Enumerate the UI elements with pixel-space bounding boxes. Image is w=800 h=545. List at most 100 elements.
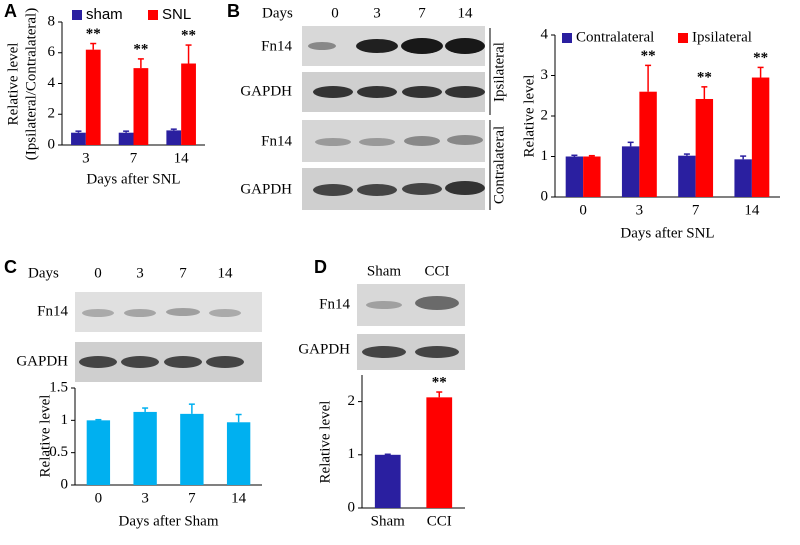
blot: [75, 292, 262, 382]
bar: [85, 49, 101, 145]
legend-label: sham: [86, 6, 123, 23]
bar: [734, 159, 752, 197]
legend-label: Ipsilateral: [692, 29, 752, 45]
y-tick-label: 4: [541, 26, 549, 42]
significance: **: [641, 48, 656, 64]
bar: [639, 91, 657, 197]
x-tick-label: 7: [188, 490, 196, 506]
legend-swatch: [562, 33, 572, 43]
legend-swatch: [678, 33, 688, 43]
significance: **: [86, 26, 101, 42]
bar: [565, 156, 584, 197]
legend-label: SNL: [162, 6, 191, 23]
lane-label: 7: [179, 265, 187, 281]
x-tick-label: 14: [174, 150, 190, 166]
y-axis-label: Relative level: [37, 395, 53, 478]
bar: [86, 420, 111, 485]
panel-label: A: [4, 1, 17, 21]
row-label: Fn14: [261, 38, 292, 54]
y-tick-label: 1: [541, 148, 549, 164]
lane-label: CCI: [424, 263, 449, 279]
row-label: GAPDH: [240, 83, 292, 99]
significance: **: [697, 69, 712, 85]
x-tick-label: 14: [744, 202, 760, 218]
legend-label: Contralateral: [576, 29, 654, 45]
bar: [133, 68, 149, 145]
bar: [180, 413, 204, 485]
x-tick-label: 7: [130, 150, 138, 166]
y-tick-label: 0.5: [49, 444, 68, 460]
blot: [302, 26, 491, 210]
row-label: Fn14: [319, 296, 350, 312]
significance: **: [432, 374, 447, 390]
group-label: Contralateral: [491, 126, 507, 204]
bar: [71, 132, 86, 145]
x-tick-label: 0: [579, 202, 587, 218]
y-tick-label: 2: [48, 106, 56, 122]
y-tick-label: 1: [348, 446, 356, 462]
lane-label: Sham: [367, 263, 402, 279]
lane-label: 0: [331, 5, 339, 21]
lane-label: 3: [136, 265, 144, 281]
x-axis-label: Days after Sham: [119, 513, 219, 529]
panel-label: C: [4, 257, 17, 277]
bar: [118, 132, 134, 145]
y-tick-label: 0: [61, 476, 69, 492]
blot-header: Days: [262, 5, 293, 21]
y-tick-label: 2: [348, 393, 356, 409]
y-tick-label: 0: [48, 136, 56, 152]
lane-label: 14: [218, 265, 234, 281]
significance: **: [753, 50, 768, 66]
bar: [133, 411, 157, 485]
blot: [357, 284, 465, 370]
y-axis-label: (Ipsilateral/Contralateral): [23, 8, 39, 160]
row-label: Fn14: [261, 133, 292, 149]
significance: **: [181, 28, 196, 44]
y-axis-label: Relative level: [5, 43, 21, 126]
legend-swatch: [72, 10, 82, 20]
panel-label: D: [314, 257, 327, 277]
y-tick-label: 1.5: [49, 379, 68, 395]
bar: [181, 63, 196, 146]
x-tick-label: 3: [141, 490, 149, 506]
x-tick-label: 7: [692, 202, 700, 218]
y-tick-label: 0: [348, 499, 356, 515]
bar: [678, 155, 696, 197]
x-axis-label: Days after SNL: [620, 225, 714, 241]
row-label: Fn14: [37, 303, 68, 319]
y-axis-label: Relative level: [521, 75, 537, 158]
group-label: Ipsilateral: [491, 42, 507, 102]
panel-label: B: [227, 1, 240, 21]
bar: [166, 130, 182, 145]
x-axis-label: Days after SNL: [86, 171, 180, 187]
row-label: GAPDH: [298, 341, 350, 357]
y-axis-label: Relative level: [317, 401, 333, 484]
bar: [226, 422, 251, 485]
x-tick-label: 14: [231, 490, 247, 506]
bar: [751, 77, 770, 197]
bar: [695, 98, 714, 197]
bar: [583, 156, 601, 197]
lane-label: 14: [458, 5, 474, 21]
y-tick-label: 2: [541, 107, 549, 123]
y-tick-label: 4: [48, 75, 56, 91]
lane-label: 0: [94, 265, 102, 281]
x-tick-label: 0: [95, 490, 103, 506]
y-tick-label: 6: [48, 44, 56, 60]
bar: [374, 454, 401, 508]
x-tick-label: 3: [82, 150, 90, 166]
bar: [621, 146, 640, 197]
blot-header: Days: [28, 265, 59, 281]
row-label: GAPDH: [16, 353, 68, 369]
y-tick-label: 8: [48, 13, 56, 29]
x-tick-label: CCI: [427, 513, 452, 529]
x-tick-label: Sham: [371, 513, 406, 529]
y-tick-label: 1: [61, 412, 69, 428]
x-tick-label: 3: [636, 202, 644, 218]
lane-label: 7: [418, 5, 426, 21]
legend-swatch: [148, 10, 158, 20]
y-tick-label: 0: [541, 188, 549, 204]
bar: [426, 397, 453, 508]
y-tick-label: 3: [541, 67, 549, 83]
